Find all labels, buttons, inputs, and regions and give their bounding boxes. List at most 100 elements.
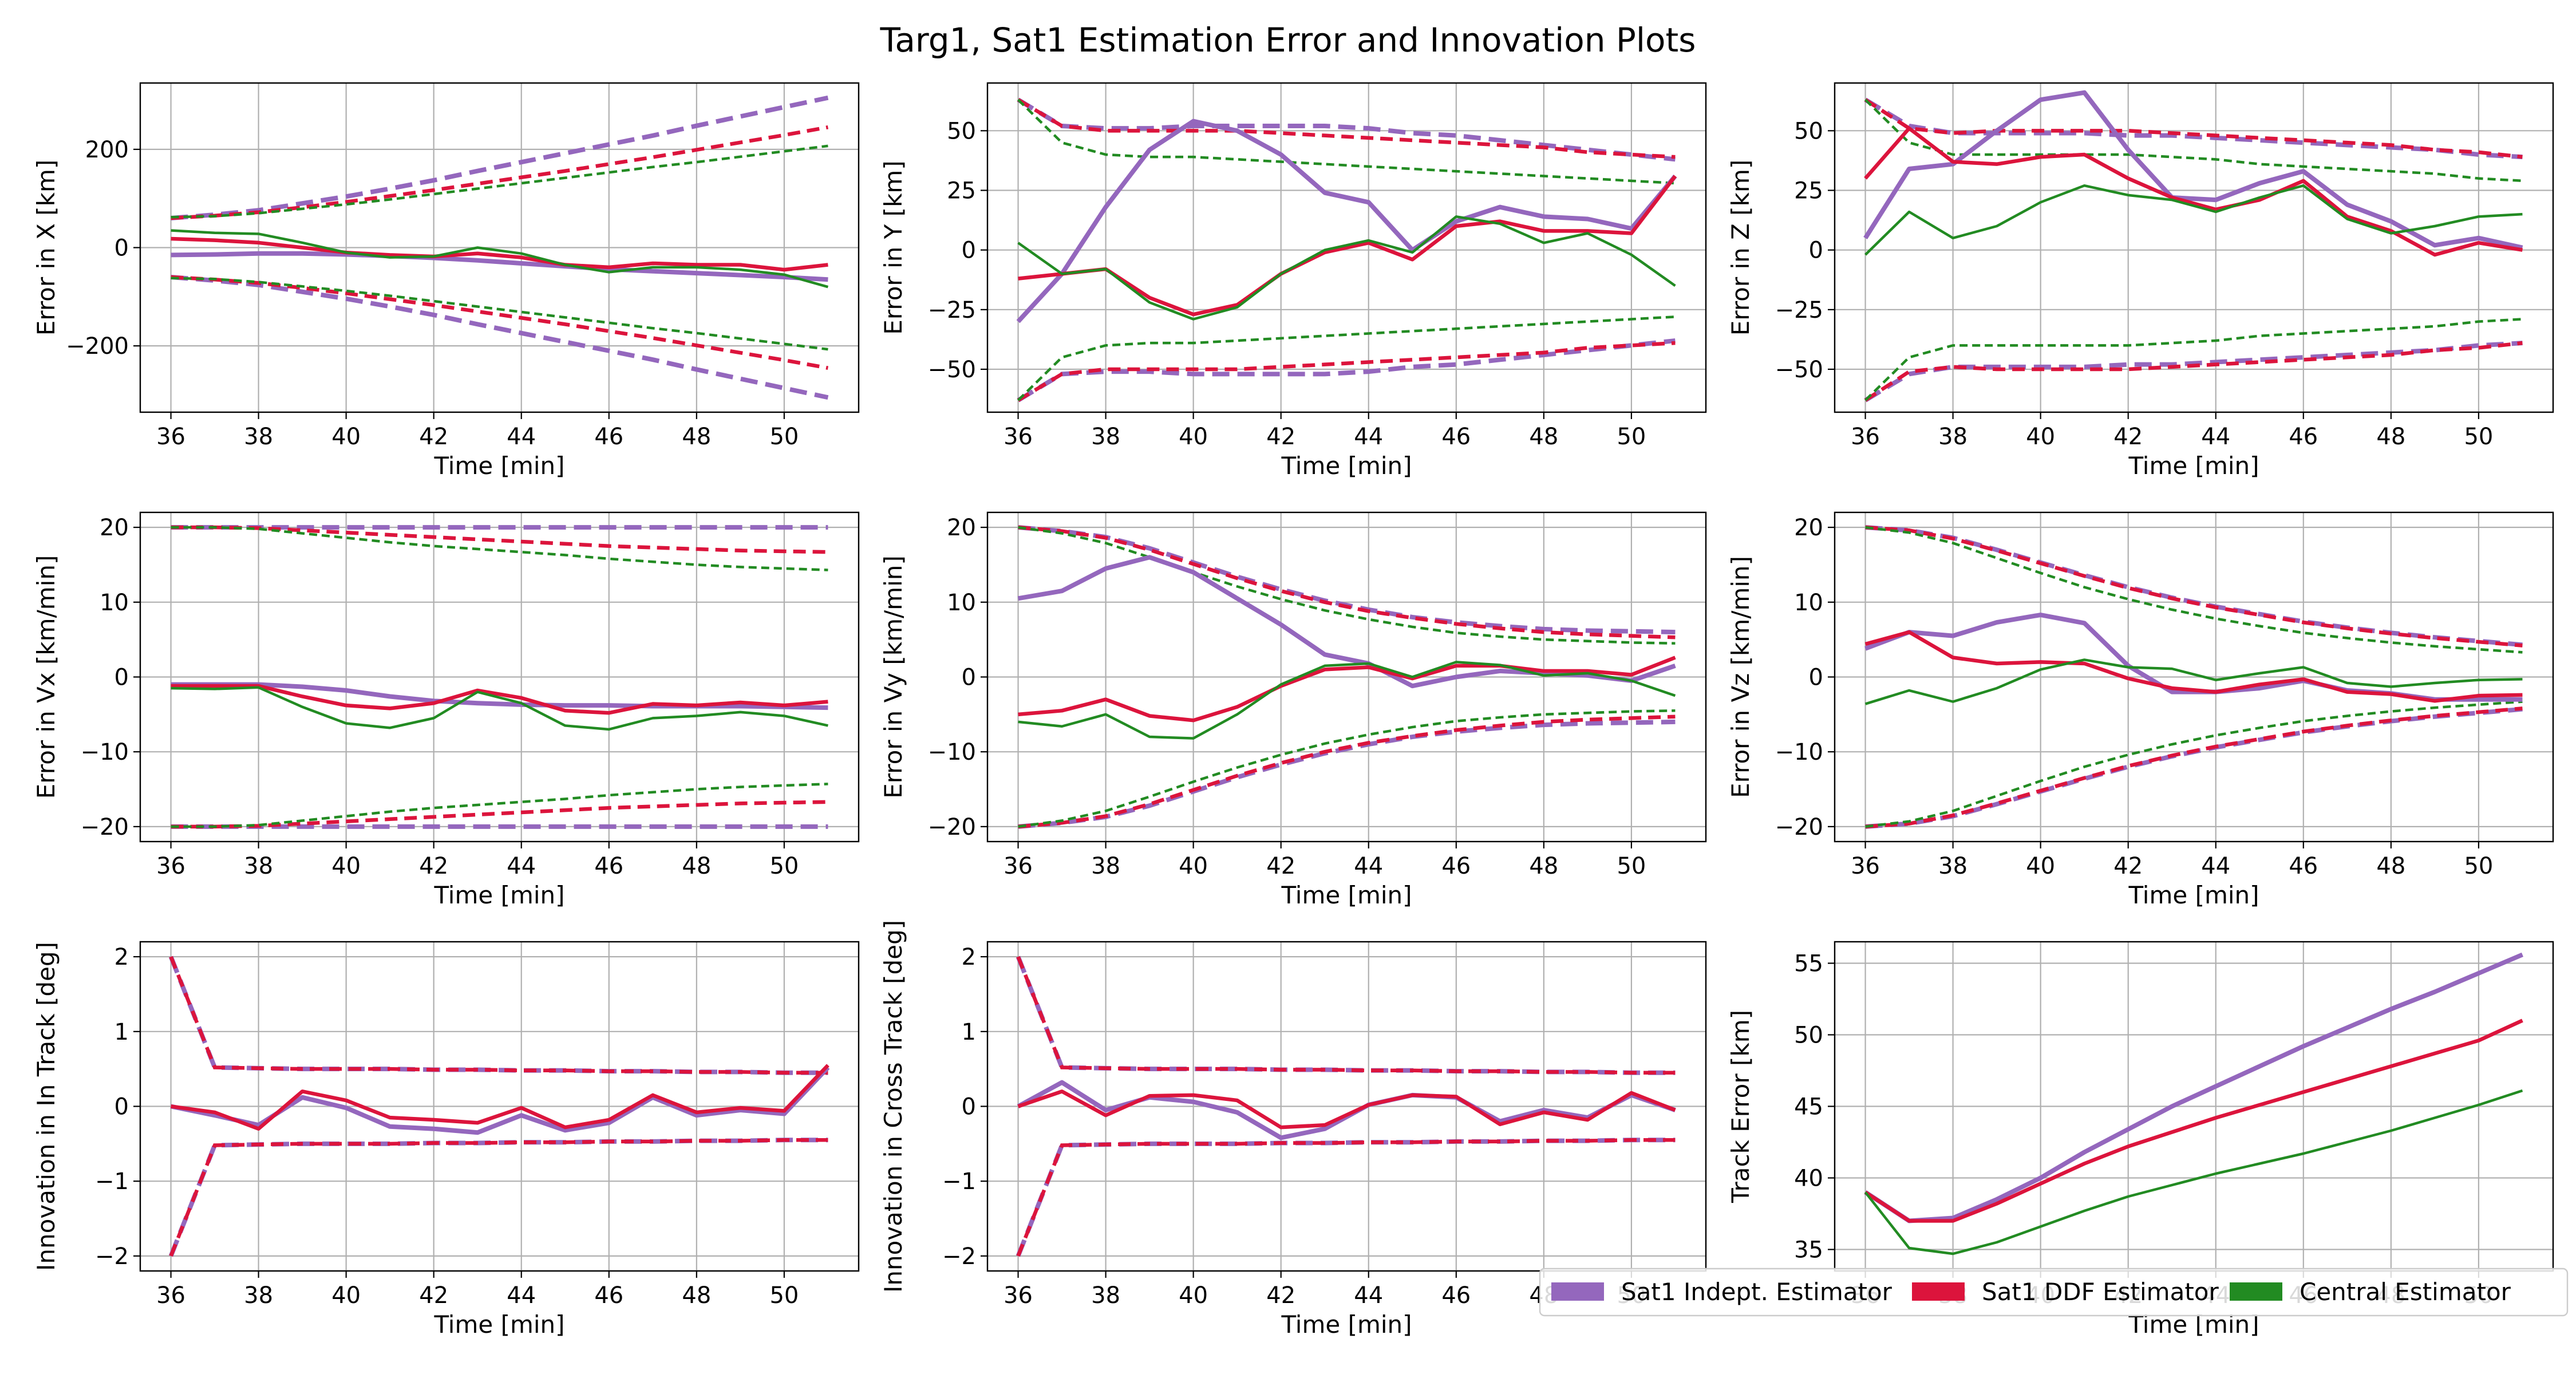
series-line-ddf [1018, 656, 1676, 722]
legend-swatch-2 [1912, 1282, 1965, 1301]
x-axis-label: Time [min] [1281, 881, 1412, 909]
bound-lower-central [1865, 700, 2523, 828]
series-line-central [1864, 658, 2523, 705]
y-tick-label: 2 [962, 944, 976, 970]
subplot-2: 36 38 40 42 44 46 48 50 −50 −25 0 25 50 Time [min] Err… [879, 82, 1707, 480]
plot-area [171, 95, 829, 400]
series-line-ddf [1018, 175, 1677, 317]
y-tick-label: 10 [100, 590, 129, 616]
x-tick-label: 50 [2464, 424, 2493, 450]
x-tick-label: 36 [1003, 853, 1033, 879]
series-line-ddf [171, 236, 828, 272]
y-tick-label: 55 [1794, 951, 1823, 977]
series-line-indept [1864, 952, 2523, 1223]
y-tick-label: −50 [1775, 357, 1823, 383]
x-axis-label: Time [min] [1281, 452, 1412, 480]
bound-upper-ddf [169, 956, 828, 1075]
y-tick-label: −25 [1775, 297, 1823, 323]
bound-lower-ddf [1864, 341, 2523, 402]
series-line-central [1018, 661, 1676, 740]
x-tick-label: 38 [1091, 1282, 1120, 1309]
y-tick-label: 50 [1794, 1022, 1823, 1049]
x-tick-label: 46 [1441, 1282, 1471, 1309]
axes-frame [986, 82, 1707, 413]
bound-lower-ddf [1016, 1138, 1676, 1257]
x-tick-label: 46 [1441, 424, 1471, 450]
x-tick-label: 36 [156, 1282, 185, 1309]
x-tick-label: 38 [1938, 424, 1967, 450]
series-line-indept [171, 682, 828, 710]
y-tick-label: 50 [947, 118, 976, 144]
x-tick-label: 38 [1091, 853, 1120, 879]
y-tick-label: −10 [81, 739, 129, 765]
bound-lower-ddf [1017, 341, 1676, 402]
y-axis-label: Error in X [km] [32, 160, 60, 336]
series-line-ddf [171, 1064, 829, 1131]
bound-upper-ddf [1017, 98, 1676, 159]
bound-upper-central [1864, 98, 2523, 183]
bound-lower-central [1018, 709, 1676, 828]
y-axis-label: Error in Vx [km/min] [32, 555, 60, 799]
x-tick-label: 40 [331, 424, 361, 450]
plot-area [1016, 97, 1677, 402]
x-tick-label: 44 [1354, 424, 1383, 450]
plot-area [1864, 525, 2523, 829]
x-tick-label: 36 [1851, 853, 1880, 879]
bound-lower-indept [171, 275, 829, 400]
x-tick-label: 46 [1441, 853, 1471, 879]
plot-area [1016, 956, 1676, 1257]
x-tick-label: 40 [1179, 1282, 1208, 1309]
x-axis-label: Time [min] [2128, 881, 2259, 909]
x-tick-label: 48 [682, 424, 711, 450]
subplot-6: 36 38 40 42 44 46 48 50 −20 −10 0 10 20 Time [min] Err… [1726, 511, 2554, 909]
series-line-ddf [1864, 1018, 2523, 1223]
y-tick-label: 0 [962, 665, 976, 691]
x-axis-label: Time [min] [1281, 1310, 1412, 1339]
subplot-5: 36 38 40 42 44 46 48 50 −20 −10 0 10 20 Time [min] Err… [879, 511, 1707, 909]
x-tick-label: 42 [419, 424, 448, 450]
series-line-indept [171, 251, 828, 282]
legend-swatch-3 [2230, 1282, 2282, 1301]
y-tick-label: −20 [1775, 814, 1823, 840]
x-tick-label: 40 [1179, 853, 1208, 879]
series-line-ddf [1864, 126, 2523, 257]
bound-lower-central [1864, 318, 2523, 401]
bound-lower-central [171, 783, 828, 828]
series-line-central [1864, 184, 2523, 256]
bound-upper-central [1018, 526, 1676, 645]
y-tick-label: −1 [942, 1168, 976, 1195]
y-tick-label: −10 [928, 739, 976, 765]
y-tick-label: 0 [1809, 238, 1823, 264]
x-tick-label: 36 [156, 424, 185, 450]
y-tick-label: 20 [947, 515, 976, 541]
y-tick-label: 10 [947, 590, 976, 616]
x-axis-label: Time [min] [433, 1310, 564, 1339]
series-line-indept [1863, 90, 2523, 250]
bound-lower-central [171, 277, 828, 351]
bound-upper-ddf [171, 125, 829, 220]
bound-upper-ddf [1864, 98, 2523, 159]
x-tick-label: 36 [156, 853, 185, 879]
y-axis-label: Error in Vy [km/min] [879, 555, 907, 799]
series-line-ddf [171, 684, 828, 715]
x-tick-label: 36 [1003, 1282, 1033, 1309]
y-tick-label: 0 [962, 238, 976, 264]
legend-label-1: Sat1 Indept. Estimator [1621, 1278, 1893, 1306]
x-tick-label: 38 [1091, 424, 1120, 450]
y-axis-label: Track Error [km] [1726, 1010, 1755, 1203]
y-tick-label: −1 [95, 1168, 129, 1195]
bound-lower-ddf [169, 1138, 828, 1257]
x-tick-label: 48 [2376, 853, 2405, 879]
subplot-1: 36 38 40 42 44 46 48 50 −200 0 200 Time [min] Error … [32, 82, 860, 480]
y-tick-label: −10 [1775, 739, 1823, 765]
subplot-4: 36 38 40 42 44 46 48 50 −20 −10 0 10 20 Time [min] Err… [32, 511, 860, 909]
x-axis-label: Time [min] [433, 881, 564, 909]
x-tick-label: 48 [1529, 424, 1558, 450]
y-tick-label: 35 [1794, 1237, 1823, 1264]
x-tick-label: 46 [594, 1282, 623, 1309]
x-axis-label: Time [min] [2128, 452, 2259, 480]
y-axis-label: Innovation in Cross Track [deg] [879, 920, 907, 1293]
bound-lower-ddf [1018, 714, 1676, 829]
